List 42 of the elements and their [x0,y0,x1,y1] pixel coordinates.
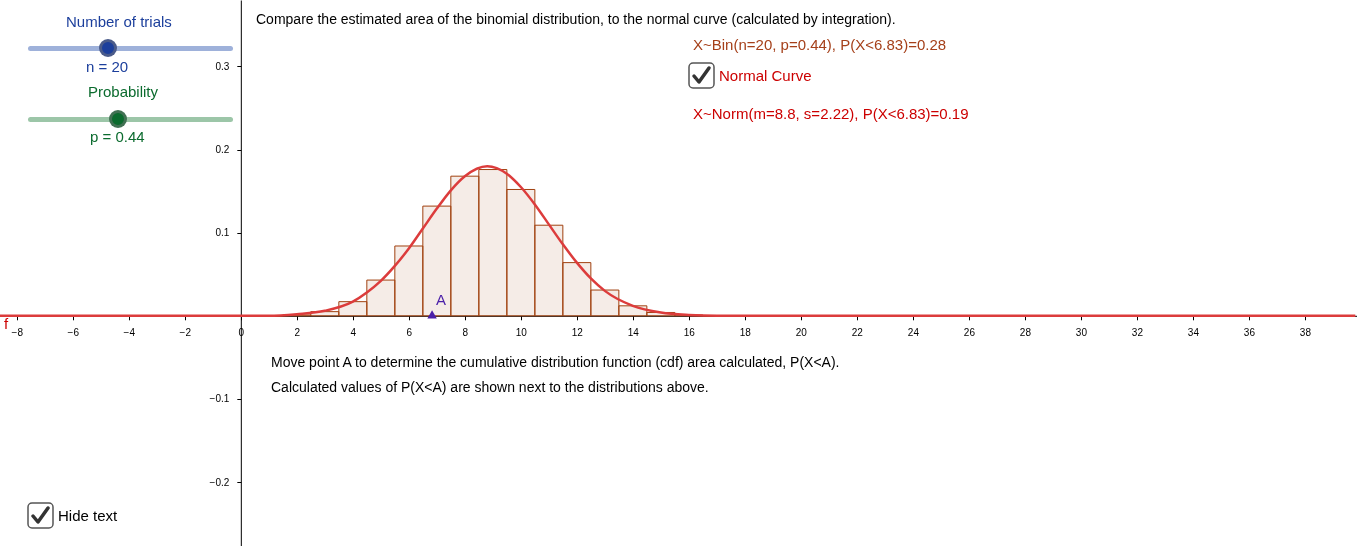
x-tick-label: 22 [851,327,864,339]
x-tick-label: 8 [462,327,469,339]
y-tick-label: 0.1 [215,227,230,239]
annotation: Move point A to determine the cumulative distribution function (cdf) area calculated, P(X<A). [271,354,840,370]
x-tick-label: −8 [11,327,24,339]
x-tick-label: 32 [1131,327,1144,339]
annotation: Calculated values of P(X<A) are shown next to the distributions above. [271,379,709,395]
text: Compare the estimated area of the binomial distribution, to the normal curve (calculated by integration). [256,11,896,27]
x-tick-label: 28 [1019,327,1032,339]
y-tick-label: 0.2 [215,144,230,156]
annotation: p = 0.44 [90,128,145,145]
x-tick-label: 16 [683,327,696,339]
x-tick-label: 38 [1299,327,1312,339]
annotation: A [436,290,447,308]
x-tick-label: 24 [907,327,920,339]
x-tick-label: 36 [1243,327,1256,339]
annotation: Hide text [58,507,118,524]
y-tick-label: 0.3 [215,60,230,72]
x-tick-label: 30 [1075,327,1088,339]
x-tick-label: 0 [238,327,245,339]
y-tick-label: −0.2 [209,476,230,488]
x-tick-label: 14 [627,327,640,339]
annotation: Probability [88,83,159,100]
annotation: Number of trials [66,13,172,30]
y-tick-label: −0.1 [209,393,230,405]
x-tick-label: 4 [350,327,357,339]
x-tick-label: 10 [515,327,528,339]
x-tick-label: 18 [739,327,752,339]
annotation: n = 20 [86,58,129,75]
x-tick-label: 26 [963,327,976,339]
x-tick-label: 20 [795,327,808,339]
x-tick-label: −4 [123,327,136,339]
x-tick-label: 34 [1187,327,1200,339]
x-tick-label: −6 [67,327,80,339]
annotation: Normal Curve [719,67,812,84]
annotation: f [4,315,9,332]
x-tick-label: 2 [294,327,301,339]
x-tick-label: 12 [571,327,584,339]
x-tick-label: −2 [179,327,192,339]
x-tick-label: 6 [406,327,413,339]
annotation: X~Bin(n=20, p=0.44), P(X<6.83)=0.28 [693,36,947,53]
annotation: X~Norm(m=8.8, s=2.22), P(X<6.83)=0.19 [693,105,969,122]
